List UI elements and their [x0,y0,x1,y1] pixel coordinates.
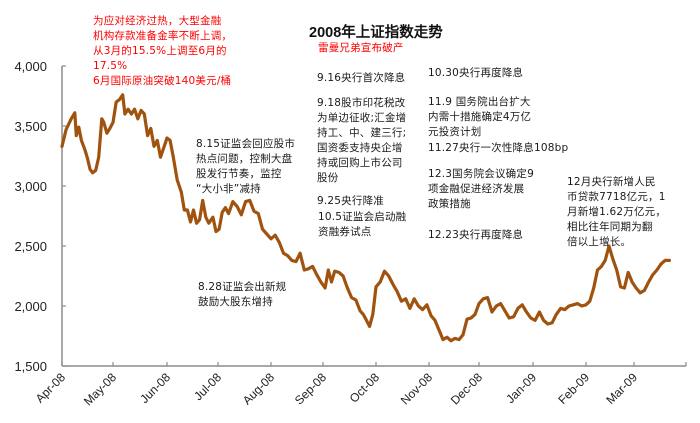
x-tick-label: Jan-09 [503,370,539,406]
annotation-inflation: 为应对经济过热，大型金融 机构存款准备金率不断上调， 从3月的15.5%上调至6… [93,15,233,87]
x-tick-label: Jun-08 [137,370,173,406]
x-tick-label: Jul-08 [191,370,224,403]
annotation-nov9: 11.9 国务院出台扩大 内需十措施确定4万亿 元投资计划 [428,96,532,138]
annotation-loans: 12月央行新增人民 币贷款7718亿元，1 月新增1.62万亿元， 相比往年同期… [567,176,667,248]
annotation-dec23: 12.23央行再度降息 [428,229,524,241]
x-axis-ticks: Apr-08 May-08 Jun-08 Jul-08 Aug-08 Sep-08 Oct-… [33,362,687,408]
x-tick-label: Aug-08 [240,370,277,407]
x-tick-label: May-08 [81,370,119,408]
x-tick-label: Feb-09 [555,370,592,407]
x-tick-label: Mar-09 [603,370,640,407]
y-tick-label: 2,000 [14,299,47,314]
axes [61,66,686,367]
x-tick-label: Dec-08 [448,370,485,407]
annotation-aug28: 8.28证监会出新规 鼓励大股东增持 [198,281,287,308]
annotation-nov27: 11.27央行一次性降息108bp [428,142,569,154]
shanghai-index-line [60,93,671,343]
annotation-sep16: 9.16央行首次降息 [317,72,406,84]
y-tick-label: 3,000 [14,179,47,194]
annotation-aug15: 8.15证监会回应股市 热点问题，控制大盘 股发行节奏，监控 “大小非”减持 [196,138,296,195]
annotation-lehman: 雷曼兄弟宣布破产 [318,42,404,54]
x-tick-label: Nov-08 [398,370,435,407]
chart-title: 2008年上证指数走势 [309,25,443,41]
annotation-dec3: 12.3国务院会议确定9 项金融促进经济发展 政策措施 [428,168,534,210]
y-tick-label: 3,500 [14,119,47,134]
y-tick-label: 2,500 [14,239,47,254]
x-tick-label: Oct-08 [347,370,383,406]
annotation-oct30: 10.30央行再度降息 [428,67,524,79]
annotation-sep25: 9.25央行降准 [317,195,384,207]
annotation-oct5: 10.5证监会启动融 资融券试点 [318,211,407,238]
x-tick-label: Sep-08 [292,370,329,407]
annotation-sep18: 9.18股市印花税改 为单边征收;汇金增 持工、中、建三行; 国资委支持央企增 … [317,97,407,184]
y-tick-label: 1,500 [14,359,47,374]
y-axis-ticks: 4,000 3,500 3,000 2,500 2,000 1,500 [14,59,66,374]
y-tick-label: 4,000 [14,59,47,74]
x-tick-label: Apr-08 [33,370,69,406]
